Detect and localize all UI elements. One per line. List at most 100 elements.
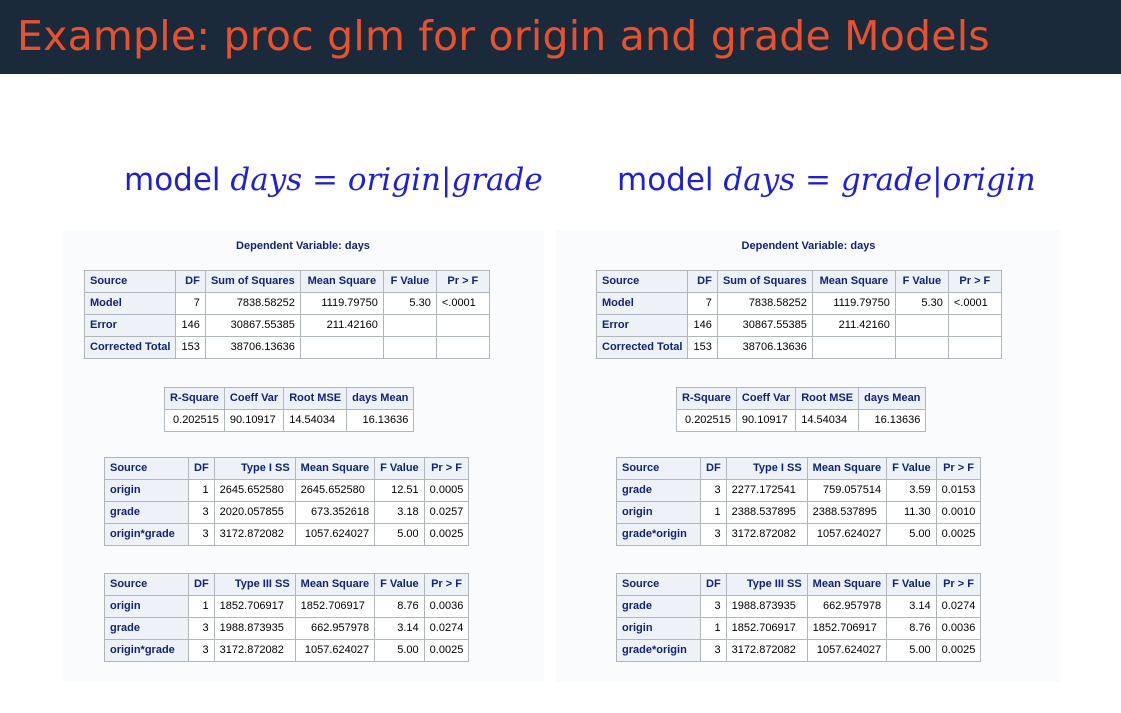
right-dependent-variable: Dependent Variable: days <box>741 240 876 252</box>
row-header: Model <box>83 292 177 315</box>
table-cell: 3172.872082 <box>725 523 808 546</box>
column-header: days Mean <box>858 387 927 410</box>
table-cell: 1852.706917 <box>294 595 376 618</box>
table-cell: 0.0036 <box>423 595 470 618</box>
table-cell: 3.14 <box>886 595 937 618</box>
column-header: Source <box>595 270 689 293</box>
table-cell: 0.0274 <box>935 595 982 618</box>
row-header: grade <box>616 479 701 502</box>
column-header: DF <box>188 457 215 480</box>
row-header: grade*origin <box>616 639 701 662</box>
table-cell: 0.0005 <box>423 479 470 502</box>
table-cell: 1 <box>188 479 215 502</box>
table-row: origin 1 1852.706917 1852.706917 8.76 0.… <box>616 617 982 640</box>
left-type3-table: Source DF Type III SS Mean Square F Valu… <box>104 573 470 662</box>
table-row: grade 3 1988.873935 662.957978 3.14 0.02… <box>104 617 470 640</box>
table-cell: 5.00 <box>886 523 937 546</box>
table-header-row: Source DF Type III SS Mean Square F Valu… <box>104 573 470 596</box>
table-row: origin 1 2645.652580 2645.652580 12.51 0… <box>104 479 470 502</box>
table-cell: 3.18 <box>374 501 425 524</box>
table-cell: 0.0025 <box>423 639 470 662</box>
column-header: F Value <box>886 457 937 480</box>
column-header: Mean Square <box>811 270 896 293</box>
table-cell: 5.00 <box>374 523 425 546</box>
table-row: 0.202515 90.10917 14.54034 16.13636 <box>164 409 415 432</box>
row-header: grade*origin <box>616 523 701 546</box>
table-cell: 0.0010 <box>935 501 982 524</box>
column-header: Coeff Var <box>223 387 285 410</box>
row-header: grade <box>104 501 189 524</box>
table-cell: 3.14 <box>374 617 425 640</box>
table-row: grade*origin 3 3172.872082 1057.624027 5… <box>616 639 982 662</box>
table-cell: 1119.79750 <box>811 292 896 315</box>
table-row: Error 146 30867.55385 211.42160 <box>595 314 1002 337</box>
table-cell: 1 <box>188 595 215 618</box>
column-header: Mean Square <box>294 573 376 596</box>
right-model-keyword: model <box>617 162 714 198</box>
row-header: origin <box>616 501 701 524</box>
column-header: days Mean <box>346 387 415 410</box>
table-header-row: Source DF Sum of Squares Mean Square F V… <box>83 270 490 293</box>
table-cell: 3 <box>700 595 727 618</box>
table-cell: 3172.872082 <box>213 523 296 546</box>
table-cell <box>435 314 490 337</box>
table-row: grade 3 2277.172541 759.057514 3.59 0.01… <box>616 479 982 502</box>
right-fit-statistics-table: R-Square Coeff Var Root MSE days Mean 0.… <box>676 387 927 432</box>
table-cell: 30867.55385 <box>204 314 301 337</box>
table-cell: 1988.873935 <box>725 595 808 618</box>
table-header-row: Source DF Type I SS Mean Square F Value … <box>104 457 470 480</box>
table-cell: 1057.624027 <box>294 639 376 662</box>
table-cell: 8.76 <box>886 617 937 640</box>
column-header: F Value <box>382 270 437 293</box>
table-cell: 2388.537895 <box>806 501 888 524</box>
table-cell: 211.42160 <box>299 314 384 337</box>
column-header: Type I SS <box>725 457 808 480</box>
table-cell: 5.30 <box>382 292 437 315</box>
table-cell: 0.202515 <box>164 409 225 432</box>
table-cell: 759.057514 <box>806 479 888 502</box>
table-cell: 2388.537895 <box>725 501 808 524</box>
column-header: R-Square <box>164 387 225 410</box>
column-header: Type III SS <box>725 573 808 596</box>
left-type1-table: Source DF Type I SS Mean Square F Value … <box>104 457 470 546</box>
table-cell: 0.0025 <box>423 523 470 546</box>
table-cell: 3 <box>188 501 215 524</box>
table-cell: 0.0025 <box>935 639 982 662</box>
table-header-row: Source DF Sum of Squares Mean Square F V… <box>595 270 1002 293</box>
left-dependent-variable: Dependent Variable: days <box>236 240 370 252</box>
table-cell: 3 <box>700 523 727 546</box>
column-header: F Value <box>886 573 937 596</box>
table-row: 0.202515 90.10917 14.54034 16.13636 <box>676 409 927 432</box>
column-header: R-Square <box>676 387 737 410</box>
table-cell: 662.957978 <box>294 617 376 640</box>
table-cell: 8.76 <box>374 595 425 618</box>
column-header: DF <box>188 573 215 596</box>
column-header: Source <box>104 457 189 480</box>
table-cell: 5.30 <box>894 292 949 315</box>
table-cell: 146 <box>687 314 718 337</box>
right-model-label: model days = grade|origin <box>617 162 1036 198</box>
table-cell: 2020.057855 <box>213 501 296 524</box>
table-cell: 3 <box>700 639 727 662</box>
table-cell: 3 <box>700 479 727 502</box>
column-header: DF <box>175 270 206 293</box>
row-header: grade <box>616 595 701 618</box>
table-cell <box>299 336 384 359</box>
row-header: Corrected Total <box>595 336 689 359</box>
table-cell: 38706.13636 <box>204 336 301 359</box>
column-header: Pr > F <box>423 457 470 480</box>
table-cell: 1 <box>700 501 727 524</box>
column-header: Sum of Squares <box>204 270 301 293</box>
table-cell: 1057.624027 <box>806 523 888 546</box>
right-model-expression: days = grade|origin <box>723 162 1036 198</box>
column-header: Pr > F <box>935 457 982 480</box>
column-header: Source <box>616 457 701 480</box>
column-header: Mean Square <box>294 457 376 480</box>
table-cell <box>947 336 1002 359</box>
column-header: F Value <box>374 457 425 480</box>
row-header: Error <box>595 314 689 337</box>
column-header: Pr > F <box>947 270 1002 293</box>
table-header-row: R-Square Coeff Var Root MSE days Mean <box>164 387 415 410</box>
row-header: origin <box>104 479 189 502</box>
column-header: Root MSE <box>795 387 860 410</box>
